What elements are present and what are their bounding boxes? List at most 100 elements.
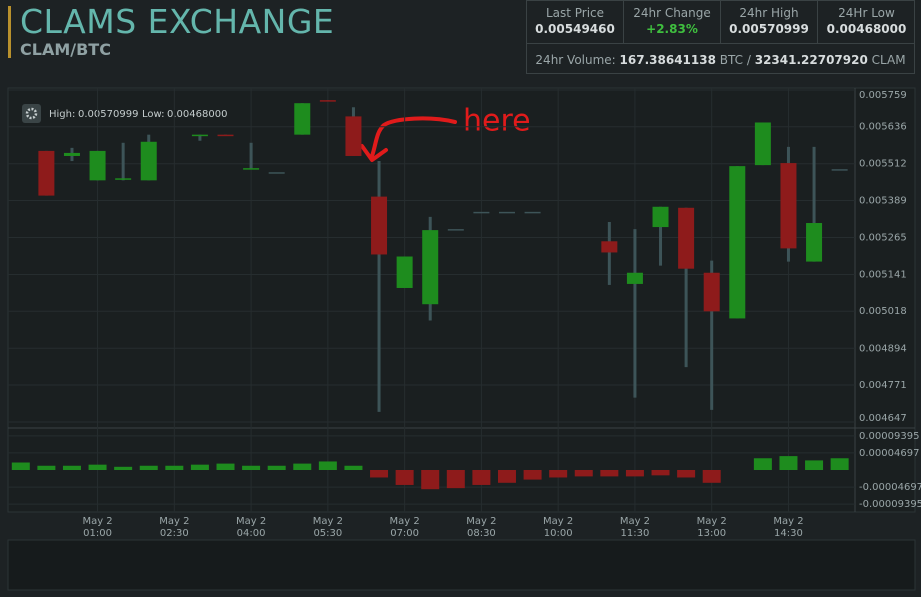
x-tick-label: May 2 13:00 [696, 516, 727, 539]
y-tick-label: 0.005265 [859, 232, 907, 243]
x-tick-label: May 2 14:30 [773, 516, 804, 539]
candle-body [217, 134, 234, 137]
candle-body [115, 178, 132, 180]
macd-bar [497, 470, 516, 483]
candle-body [626, 272, 643, 284]
y-tick-label: 0.005636 [859, 122, 907, 133]
y-tick-label: 0.005141 [859, 270, 907, 281]
annotation-arrow [370, 116, 457, 158]
macd-bar [625, 470, 644, 477]
stats-box: Last Price 0.00549460 24hr Change +2.83% 2… [526, 0, 915, 74]
macd-bar [37, 465, 56, 470]
candle-body [678, 207, 695, 269]
y-tick-label: -0.00009395 [859, 499, 921, 510]
stat: 24hr High 0.00570999 [721, 1, 818, 43]
macd-bar [472, 470, 491, 485]
navigator [7, 539, 916, 591]
macd-bar [62, 465, 81, 470]
exchange-title: CLAMS EXCHANGE [20, 2, 335, 41]
macd-bar [395, 470, 414, 485]
volume-btc: 167.38641138 [619, 53, 716, 67]
macd-bar [702, 470, 721, 483]
x-tick-label: May 2 10:00 [543, 516, 574, 539]
x-tick-label: May 2 08:30 [466, 516, 497, 539]
candle-body [447, 229, 464, 231]
pair-name: CLAM/BTC [20, 40, 111, 59]
stat-value: 0.00468000 [826, 22, 907, 36]
y-tick-label: 0.00004697 [859, 448, 919, 459]
y-tick-label: 0.00009395 [859, 431, 919, 442]
macd-bar [677, 470, 696, 478]
candle-body [63, 152, 80, 156]
volume-label: 24hr Volume: [535, 53, 616, 67]
candle-body [703, 272, 720, 312]
candle-body [396, 256, 413, 288]
range-low: 0.00468000 [167, 109, 227, 120]
macd-bar [88, 464, 107, 470]
candle-body [294, 103, 311, 135]
macd-bar [830, 458, 849, 470]
candle-body [140, 141, 157, 181]
volume-btc-unit: BTC / [719, 53, 751, 67]
y-tick-label: 0.004894 [859, 343, 907, 354]
stat: 24Hr Low 0.00468000 [818, 1, 915, 43]
annotation: here [463, 104, 531, 139]
macd-bar [242, 465, 261, 470]
volume-row: 24hr Volume: 167.38641138 BTC / 32341.22… [527, 43, 914, 76]
candle-body [191, 134, 208, 137]
y-tick-label: 0.005759 [859, 90, 907, 101]
stat-value: 0.00570999 [729, 22, 809, 36]
stat: 24hr Change +2.83% [624, 1, 721, 43]
candle-body [422, 230, 439, 305]
candle-body [268, 172, 285, 174]
x-tick-label: May 2 01:00 [82, 516, 113, 539]
stat-label: 24Hr Low [838, 6, 895, 20]
stat-label: 24hr High [739, 6, 799, 20]
macd-bar [805, 460, 824, 470]
stat-value: 0.00549460 [535, 22, 615, 36]
macd-bar [11, 462, 30, 470]
candle-body [473, 211, 490, 214]
stat-value: +2.83% [646, 22, 698, 36]
candle-body [831, 169, 848, 171]
accent-bar [8, 6, 11, 58]
x-tick-label: May 2 05:30 [312, 516, 343, 539]
candle-body [38, 150, 55, 196]
macd-bar [190, 464, 209, 470]
stat-label: Last Price [545, 6, 605, 20]
candle-body [498, 211, 515, 214]
candle-body [243, 168, 260, 170]
x-tick-label: May 2 07:00 [389, 516, 420, 539]
candle-body [780, 163, 797, 249]
volume-clam-unit: CLAM [871, 53, 906, 67]
candle-body [524, 211, 541, 214]
range-high: 0.00570999 [78, 109, 138, 120]
candle-body [345, 116, 362, 156]
candle-body [371, 196, 388, 255]
x-tick-label: May 2 02:30 [159, 516, 190, 539]
y-tick-label: 0.005018 [859, 306, 907, 317]
candle-body [806, 223, 823, 262]
y-tick-label: 0.004771 [859, 380, 907, 391]
candle-body [89, 150, 106, 181]
macd-bar [344, 465, 363, 470]
macd-bar [318, 461, 337, 470]
macd-bar [139, 465, 158, 470]
macd-bar [293, 463, 312, 470]
macd-bar [267, 465, 286, 470]
range-low-label: Low: [142, 109, 165, 120]
macd-bar [421, 470, 440, 490]
x-tick-label: May 2 11:30 [619, 516, 651, 539]
stat: Last Price 0.00549460 [527, 1, 624, 43]
candle-body [319, 100, 336, 102]
range-high-label: High: [49, 109, 75, 120]
candle-body [652, 206, 669, 228]
macd-bar [574, 470, 593, 477]
gear-icon [25, 107, 38, 120]
macd-bar [370, 470, 389, 478]
settings-button[interactable] [22, 104, 41, 123]
y-tick-label: 0.004647 [859, 413, 907, 424]
candle-body [754, 122, 771, 166]
macd-bar [753, 458, 772, 470]
